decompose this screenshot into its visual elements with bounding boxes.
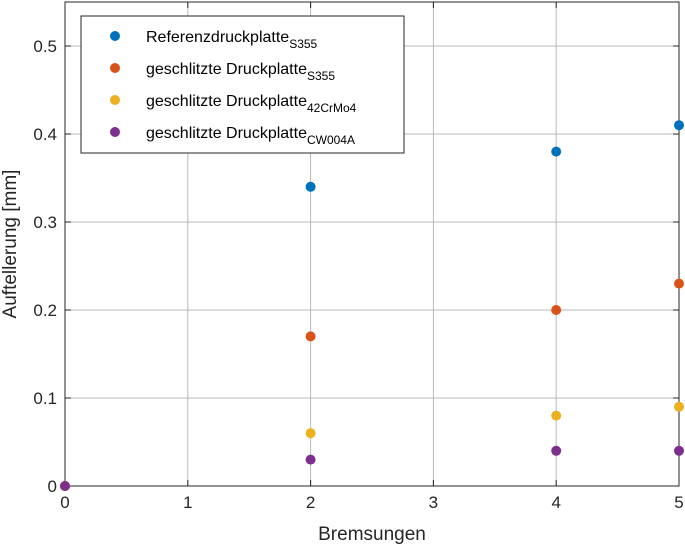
y-tick-labels: 0 0.1 0.2 0.3 0.4 0.5 (33, 37, 57, 496)
legend-entry-name: geschlitzte Druckplatte (146, 93, 307, 110)
data-point (305, 428, 316, 439)
legend-entry-name: Referenzdruckplatte (146, 29, 289, 46)
data-point (551, 410, 562, 421)
y-axis-label: Auftellerung [mm] (0, 170, 21, 319)
data-point (674, 401, 684, 412)
legend-marker (110, 31, 120, 41)
y-tick-label: 0.5 (33, 37, 57, 56)
legend-marker (110, 63, 120, 73)
data-point (551, 305, 562, 315)
legend-entry-label: geschlitzte DruckplatteCW004A (146, 125, 355, 147)
y-tick-label: 0.4 (33, 125, 57, 144)
data-points (60, 120, 684, 491)
data-point (674, 445, 684, 456)
data-point (305, 331, 316, 342)
x-tick-label: 1 (183, 493, 192, 512)
data-point (551, 445, 562, 456)
legend-entry-name: geschlitzte Druckplatte (146, 125, 307, 142)
data-point (60, 481, 70, 491)
legend-marker (110, 127, 120, 137)
data-point (674, 120, 684, 131)
data-point (674, 278, 684, 289)
x-tick-label: 5 (674, 493, 683, 512)
y-tick-label: 0 (48, 477, 57, 496)
data-point (551, 146, 562, 157)
data-point (305, 454, 316, 465)
x-tick-label: 3 (429, 493, 438, 512)
legend-box (80, 15, 405, 154)
x-tick-labels: 0 1 2 3 4 5 (60, 493, 683, 512)
legend-entry-label: ReferenzdruckplatteS355 (146, 29, 318, 51)
y-tick-label: 0.2 (33, 301, 57, 320)
y-tick-label: 0.3 (33, 213, 57, 232)
data-point (305, 181, 316, 192)
legend-entry-subscript: CW004A (307, 133, 355, 147)
y-tick-label: 0.1 (33, 389, 57, 408)
x-tick-label: 0 (60, 493, 69, 512)
x-axis-label: Bremsungen (318, 524, 426, 545)
legend-marker (110, 95, 120, 105)
x-tick-label: 4 (551, 493, 560, 512)
legend-entry-subscript: 42CrMo4 (307, 101, 357, 115)
legend-entry-label: geschlitzte Druckplatte42CrMo4 (146, 93, 357, 115)
legend-entry-subscript: S355 (289, 37, 317, 51)
legend-entry-name: geschlitzte Druckplatte (146, 61, 307, 78)
legend-entry-subscript: S355 (307, 69, 335, 83)
plot-frame (64, 1, 680, 487)
legend-entry-label: geschlitzte DruckplatteS355 (146, 61, 335, 83)
x-tick-label: 2 (306, 493, 315, 512)
